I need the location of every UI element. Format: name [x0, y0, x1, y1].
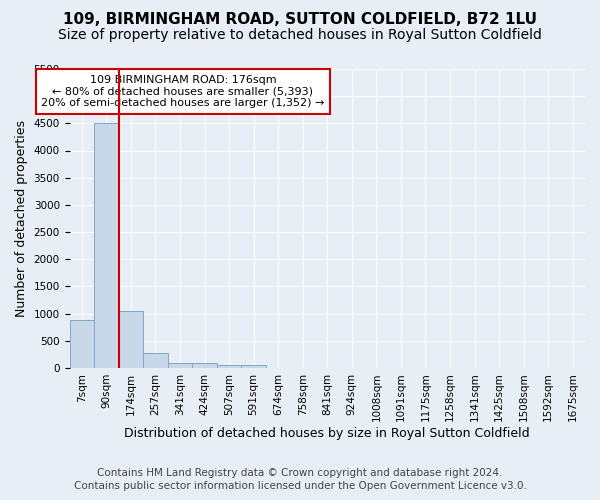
Bar [241, 365, 266, 368]
Bar [70, 320, 94, 368]
Text: Contains HM Land Registry data © Crown copyright and database right 2024.: Contains HM Land Registry data © Crown c… [97, 468, 503, 477]
Text: Size of property relative to detached houses in Royal Sutton Coldfield: Size of property relative to detached ho… [58, 28, 542, 42]
Text: 109, BIRMINGHAM ROAD, SUTTON COLDFIELD, B72 1LU: 109, BIRMINGHAM ROAD, SUTTON COLDFIELD, … [63, 12, 537, 28]
Bar [192, 364, 217, 368]
Bar [94, 124, 119, 368]
Text: Contains public sector information licensed under the Open Government Licence v3: Contains public sector information licen… [74, 481, 526, 491]
Y-axis label: Number of detached properties: Number of detached properties [15, 120, 28, 317]
Text: 109 BIRMINGHAM ROAD: 176sqm
← 80% of detached houses are smaller (5,393)
20% of : 109 BIRMINGHAM ROAD: 176sqm ← 80% of det… [41, 75, 325, 108]
X-axis label: Distribution of detached houses by size in Royal Sutton Coldfield: Distribution of detached houses by size … [124, 427, 530, 440]
Bar [217, 364, 241, 368]
Bar [143, 352, 168, 368]
Bar [119, 311, 143, 368]
Bar [168, 363, 192, 368]
